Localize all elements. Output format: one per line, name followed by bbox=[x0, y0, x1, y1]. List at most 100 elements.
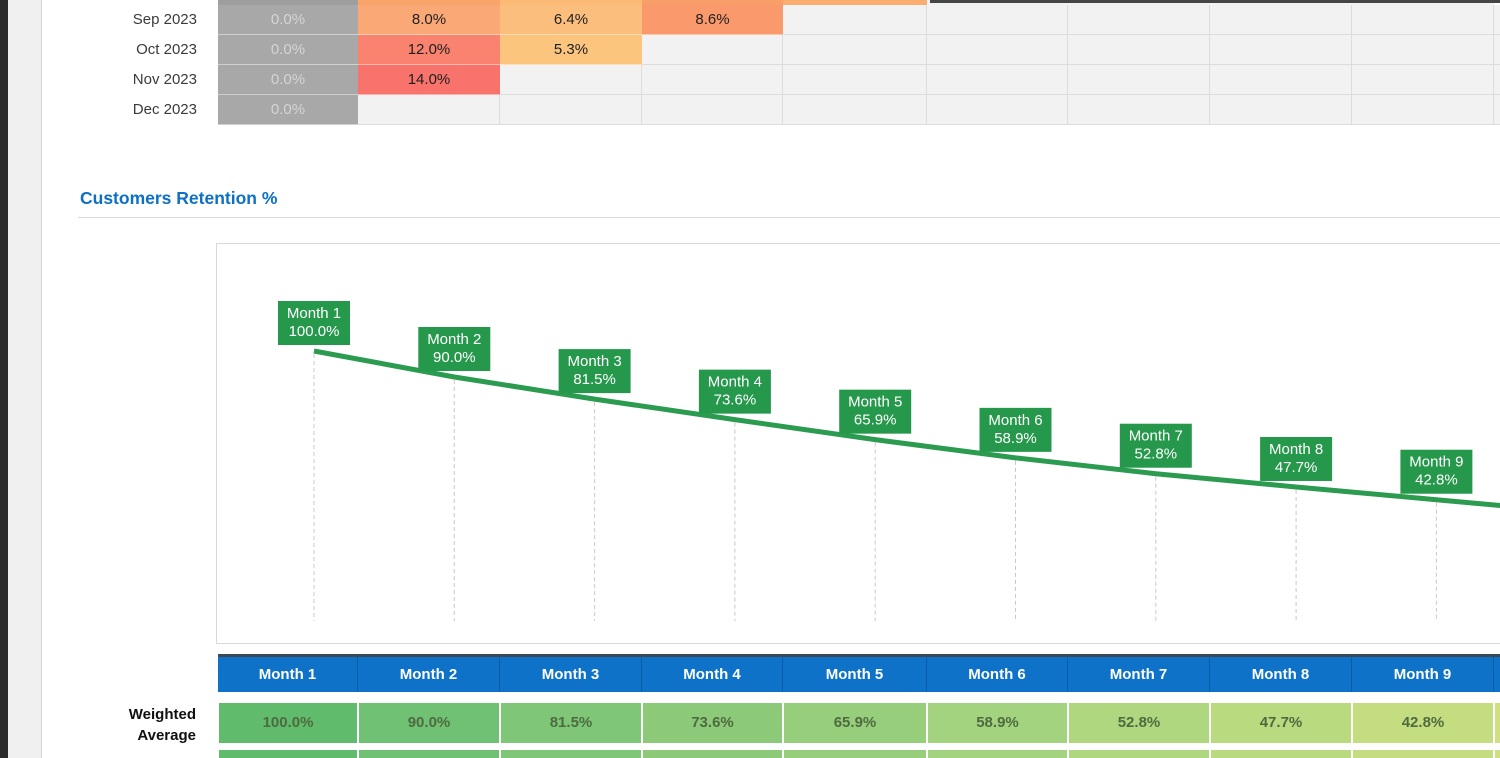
cohort-partial-cell bbox=[358, 0, 500, 5]
cohort-cell-empty[interactable] bbox=[927, 35, 1068, 65]
cohort-cell[interactable]: 0.0% bbox=[218, 95, 358, 125]
summary-partial-cell bbox=[359, 750, 499, 758]
point-label-box bbox=[1260, 436, 1333, 481]
summary-value-cell[interactable]: 65.9% bbox=[784, 703, 926, 743]
summary-header-row: Month 1 Month 2 Month 3 Month 4 Month 5 Month… bbox=[218, 657, 1500, 692]
cohort-cell[interactable]: 6.4% bbox=[500, 5, 642, 35]
summary-header-cell[interactable]: Month 5 bbox=[783, 657, 927, 692]
cohort-cell[interactable]: 8.0% bbox=[358, 5, 500, 35]
cohort-cell-empty[interactable] bbox=[927, 95, 1068, 125]
cohort-cell-empty[interactable] bbox=[1210, 5, 1352, 35]
cohort-cell-empty[interactable] bbox=[1352, 65, 1494, 95]
cohort-cell[interactable]: 0.0% bbox=[218, 35, 358, 65]
summary-value-cell[interactable]: 52.8% bbox=[1069, 703, 1209, 743]
cohort-row-label[interactable]: Oct 2023 bbox=[42, 35, 218, 65]
summary-value-row: 100.0% 90.0% 81.5% 73.6% 65.9% 58.9% 52.8% 47.7… bbox=[0, 703, 1500, 743]
summary-value-cell[interactable]: 73.6% bbox=[643, 703, 782, 743]
title-underline bbox=[78, 217, 1500, 218]
retention-line bbox=[313, 348, 1500, 509]
cohort-cell-empty[interactable] bbox=[500, 65, 642, 95]
cohort-cell-empty[interactable] bbox=[1210, 65, 1352, 95]
point-label-box bbox=[839, 389, 912, 434]
summary-partial-row bbox=[0, 750, 1500, 758]
point-label-value: 81.5% bbox=[573, 371, 616, 388]
cohort-cell-empty[interactable] bbox=[1352, 95, 1494, 125]
cohort-cell-empty[interactable] bbox=[642, 95, 783, 125]
cohort-cell[interactable]: 8.6% bbox=[642, 5, 783, 35]
cohort-cell-empty[interactable] bbox=[1068, 5, 1210, 35]
cohort-cell-empty[interactable] bbox=[642, 35, 783, 65]
cohort-cell-empty[interactable] bbox=[1494, 35, 1500, 65]
cohort-row-label[interactable]: Sep 2023 bbox=[42, 5, 218, 35]
cohort-cell[interactable]: 5.3% bbox=[500, 35, 642, 65]
cohort-cell-empty[interactable] bbox=[1068, 95, 1210, 125]
cohort-cell-empty[interactable] bbox=[1068, 65, 1210, 95]
summary-partial-cell bbox=[219, 750, 357, 758]
cohort-row-label[interactable]: Dec 2023 bbox=[42, 95, 218, 125]
cohort-partial-cell bbox=[642, 0, 783, 5]
point-label-value: 58.9% bbox=[994, 430, 1037, 447]
cohort-cell-empty[interactable] bbox=[642, 65, 783, 95]
cohort-cell-empty[interactable] bbox=[1494, 65, 1500, 95]
summary-value-cell[interactable]: 100.0% bbox=[219, 703, 357, 743]
summary-header-cell[interactable]: Month 9 bbox=[1352, 657, 1494, 692]
cohort-cell[interactable]: 14.0% bbox=[358, 65, 500, 95]
summary-header-cell[interactable]: Month 2 bbox=[358, 657, 500, 692]
point-label-value: 52.8% bbox=[1135, 446, 1178, 463]
cohort-partial-cell bbox=[218, 0, 358, 5]
summary-header-cell[interactable]: Month 1 bbox=[218, 657, 358, 692]
retention-chart[interactable]: Month 1 100.0% Month 2 90.0% Month 3 81.5% Mon… bbox=[216, 243, 1500, 644]
weighted-average-label[interactable]: Weighted Average bbox=[60, 704, 196, 746]
summary-partial-cell bbox=[1069, 750, 1209, 758]
cohort-partial-cell bbox=[500, 0, 642, 5]
summary-value-cell[interactable]: 47.7% bbox=[1211, 703, 1351, 743]
cohort-cell-empty[interactable] bbox=[1494, 95, 1500, 125]
cohort-cell-empty[interactable] bbox=[1210, 35, 1352, 65]
summary-header-cell[interactable]: Month 6 bbox=[927, 657, 1068, 692]
summary-value-cell[interactable]: 58.9% bbox=[928, 703, 1067, 743]
point-label-box bbox=[558, 349, 631, 394]
summary-header-cell[interactable]: Month 3 bbox=[500, 657, 642, 692]
cohort-cell-empty[interactable] bbox=[783, 35, 927, 65]
cohort-cell-empty[interactable] bbox=[783, 5, 927, 35]
summary-value-cell[interactable]: 90.0% bbox=[359, 703, 499, 743]
cohort-cell-empty[interactable] bbox=[927, 65, 1068, 95]
cohort-cell[interactable]: 0.0% bbox=[218, 65, 358, 95]
cohort-cell-empty[interactable] bbox=[783, 65, 927, 95]
point-label-box bbox=[1400, 449, 1473, 494]
summary-value-cell[interactable]: 81.5% bbox=[501, 703, 641, 743]
cohort-cell-empty[interactable] bbox=[927, 5, 1068, 35]
weighted-average-line1: Weighted bbox=[128, 706, 196, 723]
window-left-edge bbox=[0, 0, 8, 758]
point-label-month: Month 7 bbox=[1129, 428, 1183, 445]
cohort-cell-empty[interactable] bbox=[358, 95, 500, 125]
summary-header-cell[interactable]: Month 8 bbox=[1210, 657, 1352, 692]
summary-header-top-border bbox=[218, 654, 1500, 657]
cohort-cell[interactable]: 12.0% bbox=[358, 35, 500, 65]
point-label-month: Month 9 bbox=[1409, 454, 1463, 471]
point-label-box bbox=[418, 327, 491, 371]
cohort-cell[interactable]: 0.0% bbox=[218, 5, 358, 35]
top-edge-sliver bbox=[930, 0, 1500, 3]
summary-value-cell[interactable]: 42.8% bbox=[1353, 703, 1493, 743]
cohort-cell-empty[interactable] bbox=[1494, 5, 1500, 35]
cohort-cell-empty[interactable] bbox=[1352, 35, 1494, 65]
summary-header-cell[interactable]: Month 4 bbox=[642, 657, 783, 692]
cohort-cell-empty[interactable] bbox=[500, 95, 642, 125]
cohort-row: Dec 2023 0.0% bbox=[0, 95, 1500, 125]
cohort-row: Nov 2023 0.0% 14.0% bbox=[0, 65, 1500, 95]
cohort-cell-empty[interactable] bbox=[1352, 5, 1494, 35]
summary-header-cell[interactable]: Month 7 bbox=[1068, 657, 1210, 692]
cohort-row: Sep 2023 0.0% 8.0% 6.4% 8.6% bbox=[0, 5, 1500, 35]
summary-partial-cell bbox=[928, 750, 1067, 758]
cohort-cell-empty[interactable] bbox=[1210, 95, 1352, 125]
cohort-cell-empty[interactable] bbox=[1068, 35, 1210, 65]
cohort-row-label[interactable]: Nov 2023 bbox=[42, 65, 218, 95]
summary-partial-cell bbox=[784, 750, 926, 758]
left-pane-gutter bbox=[8, 0, 42, 758]
cohort-cell-empty[interactable] bbox=[783, 95, 927, 125]
summary-partial-cell bbox=[643, 750, 782, 758]
point-label-value: 42.8% bbox=[1415, 472, 1458, 489]
point-label-value: 47.7% bbox=[1275, 459, 1318, 476]
